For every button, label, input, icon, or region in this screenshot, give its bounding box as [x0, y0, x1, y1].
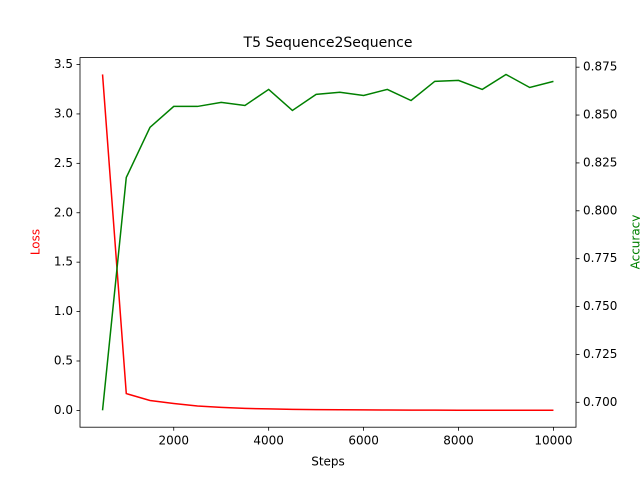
y2-tick-label: 0.775 — [583, 251, 617, 265]
y-tick-label: 0.5 — [54, 353, 73, 367]
y2-axis-label: Accuracy — [629, 215, 640, 270]
x-tick-label: 6000 — [348, 434, 379, 448]
y2-tick-label: 0.750 — [583, 299, 617, 313]
x-tick-label: 8000 — [443, 434, 474, 448]
y2-tick-label: 0.850 — [583, 108, 617, 122]
x-axis-label: Steps — [311, 455, 345, 469]
x-tick-label: 2000 — [158, 434, 189, 448]
y-tick-label: 2.5 — [54, 156, 73, 170]
plot-frame — [79, 57, 577, 428]
y-tick-label: 0.0 — [54, 403, 73, 417]
chart-title: T5 Sequence2Sequence — [243, 35, 413, 51]
y-tick-label: 1.5 — [54, 255, 73, 269]
y-tick-label: 2.0 — [54, 205, 73, 219]
y2-tick-label: 0.700 — [583, 395, 617, 409]
y2-tick-label: 0.725 — [583, 347, 617, 361]
y-tick-label: 1.0 — [54, 304, 73, 318]
x-tick-label: 10000 — [534, 434, 572, 448]
series-line — [101, 74, 554, 412]
y-axis-label: Loss — [29, 229, 43, 255]
y-tick-label: 3.0 — [54, 106, 73, 120]
y2-tick-label: 0.800 — [583, 203, 617, 217]
series-line — [101, 73, 554, 411]
y2-tick-label: 0.875 — [583, 60, 617, 74]
y-tick-label: 3.5 — [54, 57, 73, 71]
x-tick-label: 4000 — [253, 434, 284, 448]
y2-tick-label: 0.825 — [583, 155, 617, 169]
